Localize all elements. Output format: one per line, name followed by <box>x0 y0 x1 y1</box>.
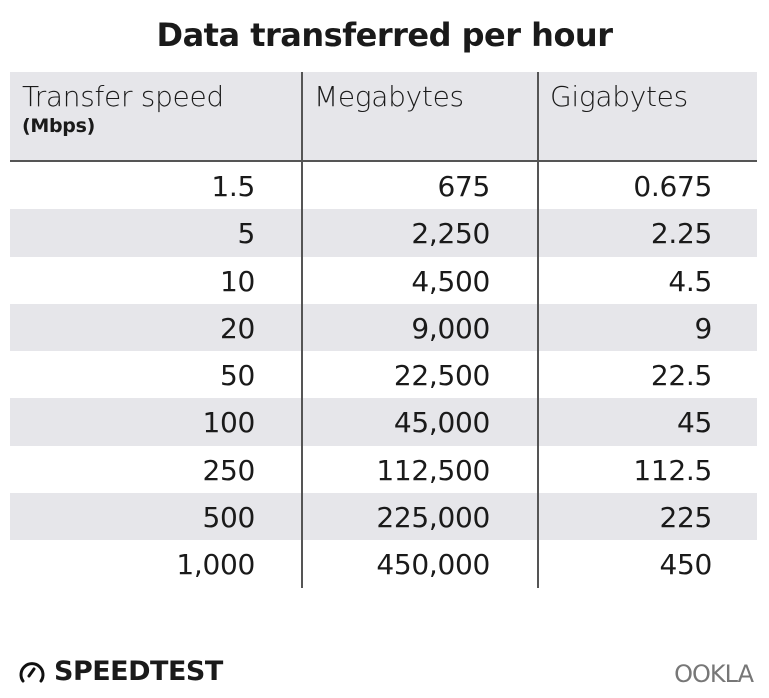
cell-megabytes: 225,000 <box>376 501 490 535</box>
cell-megabytes: 450,000 <box>376 548 490 582</box>
table-row: 500 225,000 225 <box>10 493 757 541</box>
table-row: 5 2,250 2.25 <box>10 209 757 257</box>
table-row: 100 45,000 45 <box>10 398 757 446</box>
speedtest-logo: SPEEDTEST <box>18 656 223 687</box>
cell-speed: 5 <box>237 217 255 251</box>
speedtest-wordmark: SPEEDTEST <box>54 656 223 687</box>
table-row: 10 4,500 4.5 <box>10 257 757 304</box>
cell-megabytes: 4,500 <box>411 264 490 298</box>
column-divider <box>301 72 303 588</box>
cell-gigabytes: 45 <box>676 406 712 440</box>
speedometer-icon <box>19 661 45 682</box>
column-divider <box>537 72 539 588</box>
cell-gigabytes: 22.5 <box>650 359 712 393</box>
cell-speed: 1,000 <box>176 548 255 582</box>
cell-megabytes: 45,000 <box>393 406 490 440</box>
table-row: 1.5 675 0.675 <box>10 162 757 209</box>
cell-speed: 500 <box>202 501 255 535</box>
cell-gigabytes: 9 <box>694 311 712 345</box>
cell-megabytes: 2,250 <box>411 217 490 251</box>
ookla-logo: OOKLA <box>674 660 754 688</box>
cell-gigabytes: 112.5 <box>633 453 712 487</box>
cell-gigabytes: 450 <box>659 548 712 582</box>
table-row: 20 9,000 9 <box>10 303 757 352</box>
header-unit: (Mbps) <box>22 115 95 137</box>
cell-megabytes: 675 <box>437 170 490 203</box>
header-gigabytes: Gigabytes <box>550 80 688 113</box>
cell-speed: 250 <box>202 453 255 487</box>
cell-megabytes: 9,000 <box>411 311 490 345</box>
table-header: Transfer speed (Mbps) Megabytes Gigabyte… <box>10 72 757 162</box>
cell-gigabytes: 2.25 <box>650 217 712 251</box>
table-row: 50 22,500 22.5 <box>10 351 757 398</box>
table-row: 1,000 450,000 450 <box>10 540 757 587</box>
cell-megabytes: 112,500 <box>376 453 490 487</box>
cell-gigabytes: 4.5 <box>668 264 712 298</box>
header-megabytes: Megabytes <box>314 80 464 113</box>
cell-speed: 1.5 <box>211 170 255 203</box>
header-label: Transfer speed <box>22 80 224 113</box>
cell-speed: 10 <box>219 264 255 298</box>
header-transfer-speed: Transfer speed (Mbps) <box>22 80 224 137</box>
cell-speed: 100 <box>202 406 255 440</box>
cell-megabytes: 22,500 <box>393 359 490 393</box>
data-table: Transfer speed (Mbps) Megabytes Gigabyte… <box>10 72 757 588</box>
cell-gigabytes: 0.675 <box>633 170 712 203</box>
cell-gigabytes: 225 <box>659 501 712 535</box>
cell-speed: 50 <box>219 359 255 393</box>
table-row: 250 112,500 112.5 <box>10 446 757 493</box>
chart-title: Data transferred per hour <box>156 16 613 54</box>
cell-speed: 20 <box>219 311 255 345</box>
